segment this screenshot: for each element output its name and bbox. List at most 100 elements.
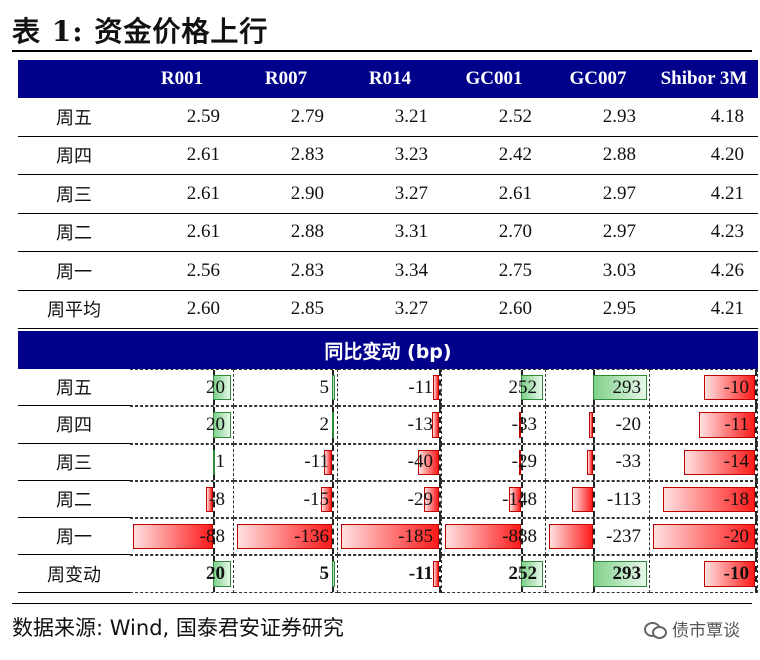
data-bar xyxy=(589,412,593,438)
change-cell: -18 xyxy=(650,480,758,519)
row-label: 周平均 xyxy=(47,300,101,322)
rate-cell: 3.27 xyxy=(394,182,428,204)
source-note: 数据来源: Wind, 国泰君安证券研究 xyxy=(12,616,344,640)
change-cell: -148 xyxy=(442,480,546,519)
data-bar xyxy=(683,449,755,475)
rate-cell: 2.59 xyxy=(186,105,220,127)
change-cell: -20 xyxy=(650,518,758,556)
change-value: -20 xyxy=(615,413,641,435)
zero-axis xyxy=(755,370,757,406)
zero-axis xyxy=(439,444,441,480)
change-value: -11 xyxy=(408,563,433,585)
table-title: 表 1: 资金价格上行 xyxy=(12,15,269,48)
rate-cell: 2.61 xyxy=(498,182,532,204)
zero-axis xyxy=(592,444,595,480)
change-cell: 1 xyxy=(130,443,234,481)
change-section-header: 同比变动 (bp) xyxy=(18,331,758,369)
zero-axis xyxy=(592,519,595,555)
change-value: -88 xyxy=(199,525,225,547)
data-bar xyxy=(592,375,647,401)
zero-axis xyxy=(212,481,215,518)
rate-cell: 2.61 xyxy=(186,144,220,166)
rate-cell: 2.60 xyxy=(186,298,220,320)
zero-axis xyxy=(755,444,757,480)
data-bar xyxy=(586,449,593,475)
change-value: -33 xyxy=(511,413,537,435)
change-value: 5 xyxy=(319,563,330,585)
data-bar xyxy=(653,524,755,550)
change-cell: 252 xyxy=(442,369,546,407)
column-header: GC007 xyxy=(569,68,627,89)
rate-cell: 2.70 xyxy=(498,221,532,243)
data-bar xyxy=(237,524,332,550)
column-header: R014 xyxy=(368,68,412,89)
row-label: 周四 xyxy=(18,406,130,444)
row-label: 周五 xyxy=(18,369,130,407)
table-row: 周四 20 2 -13 -33 -20 -11 xyxy=(18,406,758,444)
change-cell: 2 xyxy=(234,406,338,444)
data-bar xyxy=(518,412,522,438)
rate-cell: 2.52 xyxy=(498,105,532,127)
rate-cell: 2.61 xyxy=(186,182,220,204)
row-label: 周一 xyxy=(56,261,92,283)
change-cell: -11 xyxy=(234,443,338,481)
change-cell: -33 xyxy=(546,443,650,481)
data-bar xyxy=(212,561,231,587)
zero-axis xyxy=(331,519,334,555)
data-bar xyxy=(432,412,439,438)
change-value: -13 xyxy=(407,413,433,435)
change-value: -40 xyxy=(407,451,433,473)
data-bar xyxy=(549,524,593,550)
zero-axis xyxy=(521,407,524,443)
rate-cell: 2.93 xyxy=(602,105,636,127)
change-cell: -8 xyxy=(130,480,234,519)
change-value: 20 xyxy=(206,563,225,585)
data-bar xyxy=(571,486,593,513)
rate-cell: 2.83 xyxy=(290,259,324,281)
data-bar xyxy=(445,524,522,550)
data-bar xyxy=(521,561,543,587)
change-value: -20 xyxy=(723,525,749,547)
change-cell: 252 xyxy=(442,555,546,593)
change-value: -11 xyxy=(408,376,433,398)
change-value: -29 xyxy=(407,488,433,510)
change-cell: -11 xyxy=(338,555,442,593)
data-bar xyxy=(698,412,755,438)
change-value: -10 xyxy=(723,563,749,585)
row-label: 周五 xyxy=(56,107,92,129)
table-row: 周五 2.59 2.79 3.21 2.52 2.93 4.18 xyxy=(18,98,758,137)
change-value: 20 xyxy=(206,413,225,435)
change-cell: -237 xyxy=(546,518,650,556)
change-value: 293 xyxy=(612,563,642,585)
row-label: 周二 xyxy=(18,481,130,519)
zero-axis xyxy=(439,519,441,555)
change-cell: -113 xyxy=(546,480,650,519)
data-bar xyxy=(433,375,439,401)
change-cell: -14 xyxy=(650,443,758,481)
table-row: 周一 2.56 2.83 3.34 2.75 3.03 4.26 xyxy=(18,252,758,291)
table-row: 周二 -8 -15 -29 -148 -113 -18 xyxy=(18,480,758,519)
row-label: 周三 xyxy=(56,184,92,206)
zero-axis xyxy=(439,556,441,592)
data-bar xyxy=(331,412,334,438)
rate-cell: 2.88 xyxy=(290,221,324,243)
zero-axis xyxy=(212,519,215,555)
change-value: -888 xyxy=(502,525,537,547)
rate-cell: 4.20 xyxy=(710,144,744,166)
data-bar xyxy=(521,375,543,401)
change-value: 5 xyxy=(319,376,330,398)
change-cell: -11 xyxy=(650,406,758,444)
row-label: 周一 xyxy=(18,518,130,556)
row-label: 周四 xyxy=(56,146,92,168)
rate-cell: 2.90 xyxy=(290,182,324,204)
column-header-row: R001 R007 R014 GC001 GC007 Shibor 3M xyxy=(18,60,758,98)
data-bar xyxy=(212,449,215,475)
watermark-text: 债市覃谈 xyxy=(672,621,740,641)
zero-axis xyxy=(755,407,757,443)
change-value: 20 xyxy=(206,376,225,398)
zero-axis xyxy=(592,481,595,518)
zero-axis xyxy=(439,407,441,443)
change-cell: 293 xyxy=(546,555,650,593)
zero-axis xyxy=(521,481,524,518)
rate-cell: 3.23 xyxy=(394,144,428,166)
